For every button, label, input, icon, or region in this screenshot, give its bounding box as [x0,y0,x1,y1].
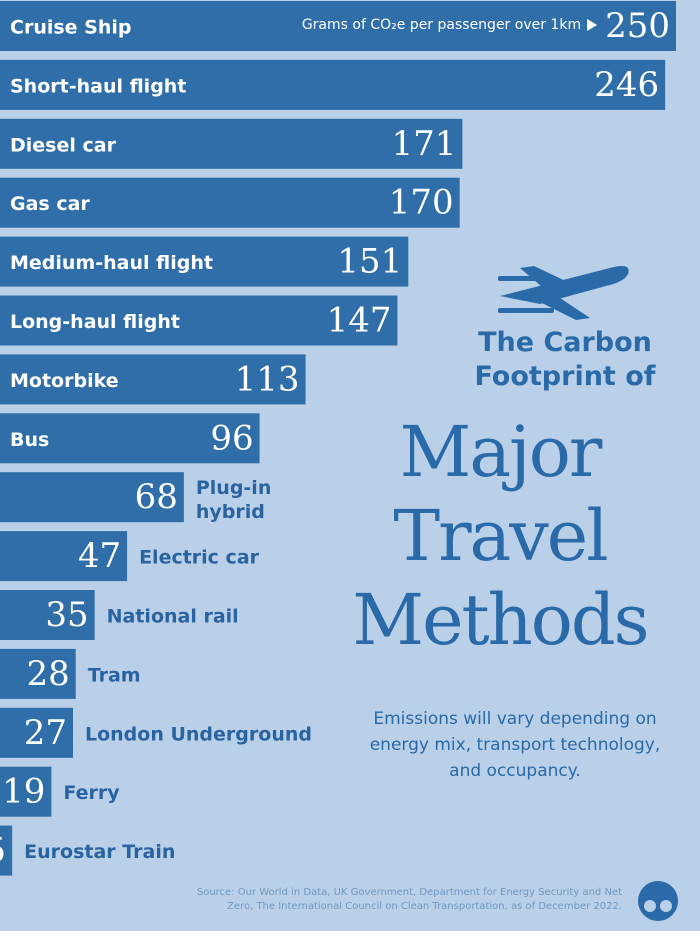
value-label: 113 [235,359,300,399]
value-label: 68 [135,477,178,517]
source: Source: Our World in Data, UK Government… [196,887,622,912]
subtitle: Emissions will vary depending on energy … [369,709,661,781]
title-main: Major Travel Methods [352,411,649,661]
category-label: Bus [10,429,49,451]
category-label: Cruise Ship [10,17,132,39]
bar [0,59,666,110]
category-label: Long-haul flight [10,311,180,333]
bar [0,118,463,169]
value-label: 250 [605,6,670,46]
category-label: Short-haul flight [10,75,186,97]
bar [0,531,128,582]
value-label: 47 [78,536,121,576]
category-label: Eurostar Train [24,841,175,863]
value-label: 27 [24,713,67,753]
category-label: Electric car [139,547,260,569]
bar [0,177,460,228]
value-label: 28 [26,654,69,694]
category-label: Plug-in hybrid [196,477,272,523]
bar [0,472,184,523]
value-label: 151 [337,242,402,282]
plane-icon [498,266,629,320]
value-label: 171 [391,124,456,164]
value-label: 4.5 [0,831,6,871]
logo [638,881,678,921]
bar [0,707,74,758]
category-label: Diesel car [10,134,117,156]
bar [0,413,260,464]
category-label: Tram [88,664,141,686]
value-label: 170 [389,183,454,223]
value-label: 246 [594,65,659,105]
bar [0,590,95,640]
value-label: 35 [45,595,88,635]
value-label: 19 [2,772,45,812]
bar [0,236,409,287]
bar [0,295,398,346]
bar [0,354,306,405]
value-label: 96 [210,418,253,458]
bar [0,648,76,699]
value-label: 147 [327,301,392,341]
category-label: Medium-haul flight [10,252,213,274]
bar [0,825,13,876]
category-label: London Underground [85,723,312,745]
category-label: National rail [107,606,239,628]
annotation-arrow [587,19,598,31]
category-label: Motorbike [10,370,119,392]
title-top: The Carbon Footprint of [474,327,656,392]
annotation: Grams of CO₂e per passenger over 1km [302,17,581,33]
category-label: Ferry [63,782,120,804]
category-label: Gas car [10,193,90,215]
bar [0,1,676,51]
bar [0,766,52,817]
